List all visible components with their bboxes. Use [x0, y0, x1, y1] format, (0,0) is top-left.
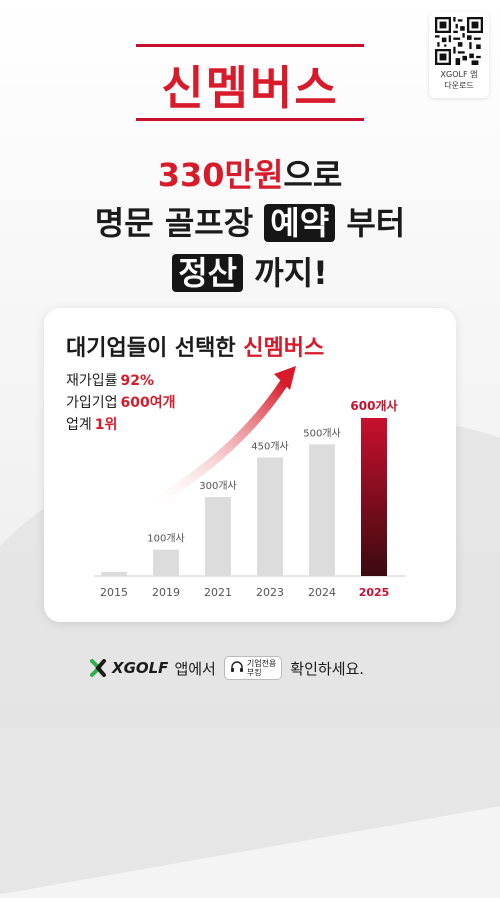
- badge-line2: 부킹: [246, 668, 262, 677]
- stat-label: 업계: [66, 417, 92, 433]
- growth-arrow-shaft: [139, 378, 289, 513]
- brand-title: 신멤버스: [161, 61, 339, 115]
- headline-line2-prefix: 명문 골프장: [94, 204, 265, 242]
- xgolf-logo[interactable]: XGOLF: [90, 659, 168, 677]
- tick-label-2023: 2023: [256, 586, 284, 599]
- tick-label-2021: 2021: [204, 586, 232, 599]
- data-label-2023: 450개사: [251, 441, 289, 453]
- data-label-2024: 500개사: [303, 427, 341, 439]
- footer-text1: 앱에서: [174, 659, 216, 678]
- bar-2015: [101, 572, 127, 576]
- headline-tag-settlement: 정산: [172, 254, 244, 292]
- headline-tag-reservation: 예약: [264, 204, 336, 242]
- qr-label-line1: XGOLF 앱: [440, 70, 478, 79]
- stat-member-companies: 가입기업 600여개: [66, 392, 176, 412]
- headline-line3: 정산 까지!: [0, 248, 500, 294]
- card-title-prefix: 대기업들이 선택한: [66, 336, 244, 361]
- headline-price: 330만원: [157, 156, 284, 194]
- headset-icon: [230, 661, 243, 672]
- data-label-2019: 100개사: [147, 533, 185, 545]
- stat-value: 92%: [120, 373, 155, 389]
- footer: XGOLF 앱에서 기업전용 부킹 확인하세요.: [90, 656, 364, 680]
- brand-bottom-rule: [136, 118, 364, 121]
- stat-industry-rank: 업계 1위: [66, 414, 117, 434]
- bar-2024: [309, 444, 335, 576]
- growth-arrow-head: [274, 366, 296, 390]
- bar-2023: [257, 457, 283, 576]
- headline-line1-rest: 으로: [283, 156, 343, 194]
- xgolf-logo-text: XGOLF: [112, 659, 169, 677]
- growth-chart: 2015 2019 100개사 2021 300개사 2023 450개사 2024 500개사…: [94, 366, 406, 599]
- qr-download[interactable]: XGOLF 앱 다운로드: [429, 12, 489, 98]
- stat-rejoin-rate: 재가입률 92%: [66, 370, 154, 390]
- stat-value: 600여개: [120, 395, 176, 411]
- stat-label: 가입기업: [66, 395, 118, 411]
- tick-label-2019: 2019: [152, 586, 180, 599]
- stats-card: 2015 2019 100개사 2021 300개사 2023 450개사 2024 500개사…: [44, 308, 456, 622]
- stat-value: 1위: [94, 417, 118, 433]
- data-label-2021: 300개사: [199, 480, 237, 492]
- bar-2025: [361, 418, 387, 576]
- badge-line1: 기업전용: [246, 659, 277, 668]
- qr-code-icon: [435, 17, 483, 65]
- bar-2021: [205, 497, 231, 576]
- card-title-brand: 신멤버스: [243, 336, 325, 361]
- corporate-booking-badge[interactable]: 기업전용 부킹: [223, 656, 283, 680]
- bar-2019: [153, 549, 179, 576]
- headline-line2-suffix: 부터: [335, 204, 406, 242]
- brand-top-rule: [136, 44, 364, 47]
- headline-line1: 330만원으로: [0, 150, 500, 196]
- tick-label-2025: 2025: [359, 586, 390, 599]
- card-title: 대기업들이 선택한 신멤버스: [66, 330, 324, 362]
- headline-line2: 명문 골프장 예약 부터: [0, 198, 500, 244]
- tick-label-2015: 2015: [100, 586, 128, 599]
- qr-label-line2: 다운로드: [444, 81, 474, 90]
- stat-label: 재가입률: [66, 373, 118, 389]
- data-label-2025: 600개사: [350, 398, 397, 413]
- xgolf-x-icon: [90, 659, 106, 677]
- footer-text2: 확인하세요.: [290, 659, 365, 678]
- headline-line3-suffix: 까지!: [243, 254, 328, 292]
- tick-label-2024: 2024: [308, 586, 336, 599]
